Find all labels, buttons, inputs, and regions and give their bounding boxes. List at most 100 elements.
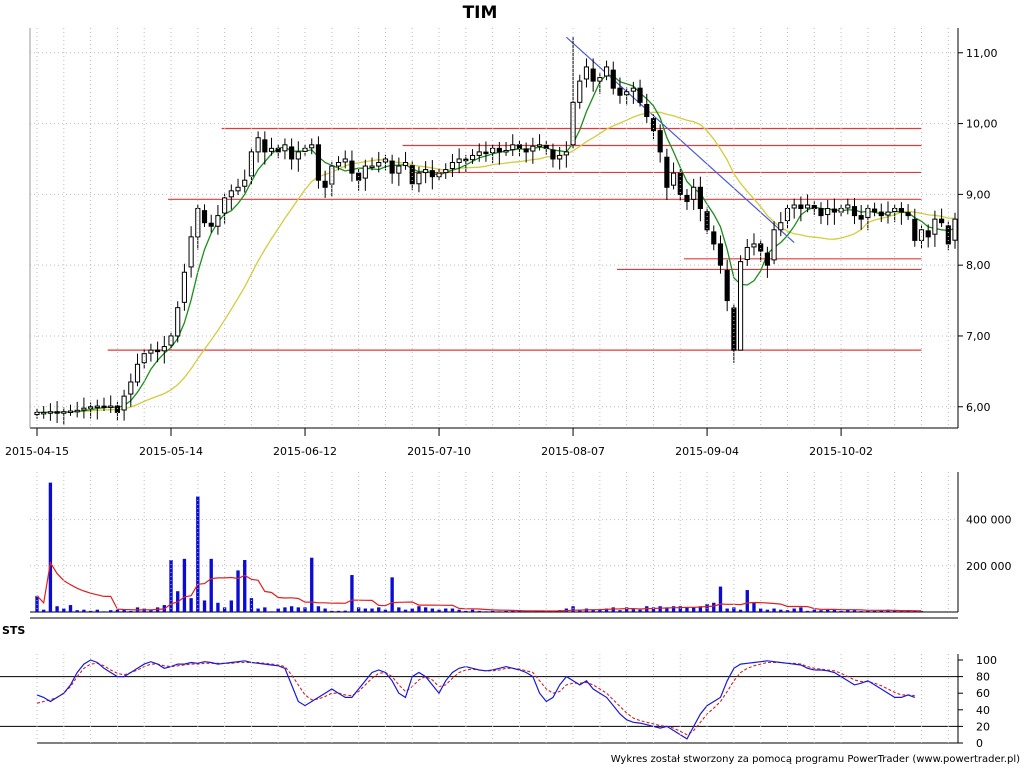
candle: [443, 163, 449, 179]
candle: [289, 138, 295, 170]
candle: [737, 255, 744, 351]
candle: [396, 157, 402, 186]
candle: [155, 341, 161, 363]
candle: [603, 60, 610, 81]
candle: [235, 178, 241, 196]
volume-bar: [812, 609, 816, 612]
volume-bar: [196, 496, 200, 612]
candle-body: [858, 215, 864, 220]
candle: [94, 399, 100, 420]
candle: [41, 406, 47, 419]
volume-bar: [919, 611, 924, 612]
price-y-tick-label: 8,00: [966, 259, 991, 272]
volume-bar: [484, 611, 488, 612]
candle-body: [637, 87, 643, 103]
candle: [798, 196, 804, 222]
volume-bar: [316, 606, 321, 612]
volume-bar: [685, 607, 689, 612]
volume-bar: [417, 606, 421, 612]
candle-body: [657, 130, 663, 153]
candle: [858, 204, 864, 230]
candle: [456, 148, 462, 174]
candle: [449, 154, 456, 178]
volume-bar: [129, 610, 133, 612]
candle-body: [677, 172, 683, 195]
volume-bar: [35, 595, 39, 612]
volume-bar: [732, 607, 736, 612]
candle-body: [825, 208, 831, 216]
candle-body: [932, 218, 938, 235]
candle: [322, 170, 328, 198]
candle-body: [717, 243, 724, 266]
sts-y-tick-label: 0: [976, 737, 983, 750]
sts-k-line: [36, 659, 916, 740]
candle: [148, 343, 154, 362]
candle-body: [456, 158, 462, 164]
candle: [577, 74, 583, 109]
candle: [771, 221, 777, 265]
candle-body: [878, 211, 884, 217]
candle-body: [697, 186, 703, 210]
candle-body: [731, 307, 737, 351]
candle-body: [577, 80, 583, 103]
candle: [335, 156, 342, 171]
volume-y-tick-label: 200 000: [966, 560, 1012, 573]
candle-body: [148, 349, 154, 354]
candle: [523, 142, 529, 163]
volume-bar: [698, 606, 703, 612]
candle: [208, 214, 214, 233]
volume-bar: [859, 611, 863, 612]
candle: [945, 221, 951, 251]
volume-bar: [229, 600, 233, 612]
volume-bar: [403, 609, 408, 612]
candle: [376, 151, 382, 173]
volume-bar: [624, 607, 629, 612]
volume-bar: [671, 606, 676, 612]
volume-bar: [779, 609, 783, 612]
price-x-tick-label: 2015-06-12: [273, 445, 337, 458]
sts-y-tick-label: 40: [976, 704, 990, 717]
volume-bar: [423, 607, 428, 612]
volume-bar: [464, 610, 468, 612]
volume-bar: [517, 610, 522, 612]
candle: [932, 210, 938, 247]
candle-body: [912, 218, 918, 241]
candle-body: [235, 186, 241, 192]
volume-bar: [377, 607, 381, 612]
candle-body: [597, 77, 603, 82]
volume-bar: [524, 611, 528, 612]
candle: [268, 137, 275, 156]
candle-body: [523, 148, 529, 153]
candle: [764, 246, 770, 278]
volume-bar: [182, 558, 187, 612]
volume-bar: [115, 609, 120, 612]
candle: [744, 238, 750, 266]
candle-body: [396, 165, 402, 174]
candle-body: [81, 407, 87, 411]
candle: [503, 141, 509, 156]
chart-title: TIM: [463, 3, 498, 23]
sts-y-tick-label: 100: [976, 654, 997, 667]
candle: [342, 150, 348, 169]
candle: [610, 61, 616, 95]
volume-bar: [511, 610, 515, 612]
volume-panel: 200 000 400 000: [30, 472, 1012, 619]
candle-body: [758, 243, 764, 252]
volume-bar: [893, 610, 897, 612]
volume-bar: [276, 608, 280, 612]
volume-bar: [236, 570, 240, 612]
candle-body: [784, 208, 791, 222]
volume-bar: [678, 606, 682, 612]
volume-bar: [450, 608, 455, 612]
price-y-tick-label: 7,00: [966, 330, 991, 343]
volume-bar: [437, 609, 441, 612]
volume-bar: [899, 611, 904, 612]
candle: [47, 403, 53, 421]
candle: [134, 353, 141, 387]
candle: [691, 178, 697, 210]
volume-bar: [209, 558, 213, 612]
volume-bar: [651, 607, 656, 612]
candle-body: [630, 87, 636, 92]
candle-body: [516, 144, 523, 149]
